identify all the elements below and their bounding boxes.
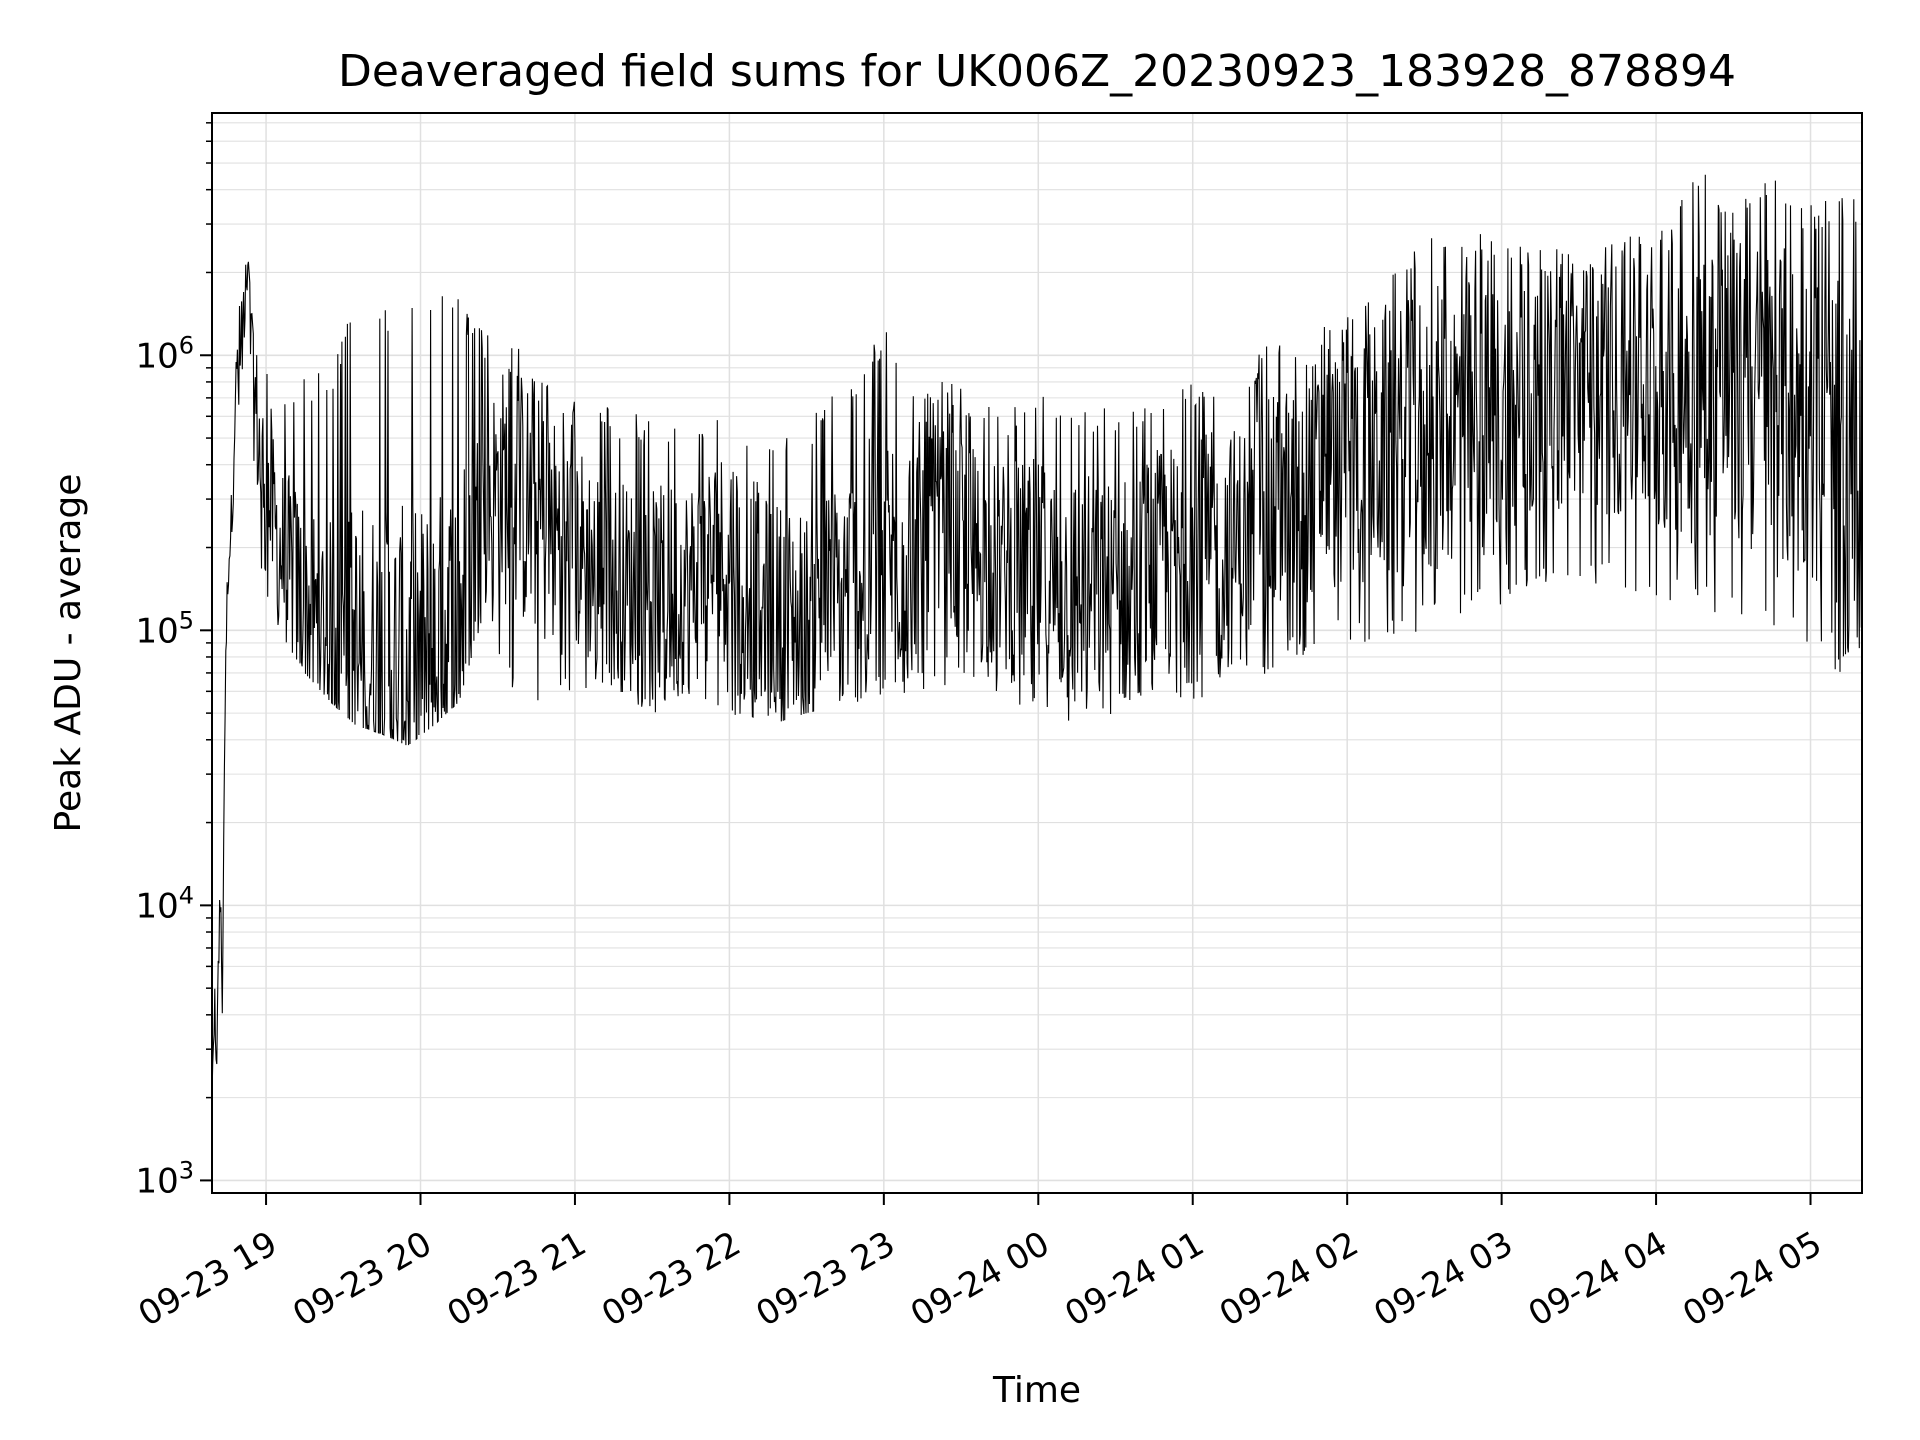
y-axis-label: Peak ADU - average <box>48 474 89 833</box>
chart-title: Deaveraged field sums for UK006Z_2023092… <box>338 46 1736 97</box>
axes-frame <box>211 112 1863 1194</box>
y-axis: 103 104 105 106 <box>135 122 212 1201</box>
plot-area <box>212 174 1862 1098</box>
x-axis-label: Time <box>992 1370 1081 1411</box>
y-tick-label-2: 105 <box>135 606 194 651</box>
y-tick-label-3: 106 <box>135 331 194 376</box>
y-tick-label-0: 103 <box>135 1156 194 1201</box>
y-tick-label-1: 104 <box>135 881 194 926</box>
series-line-0 <box>212 174 1862 1098</box>
